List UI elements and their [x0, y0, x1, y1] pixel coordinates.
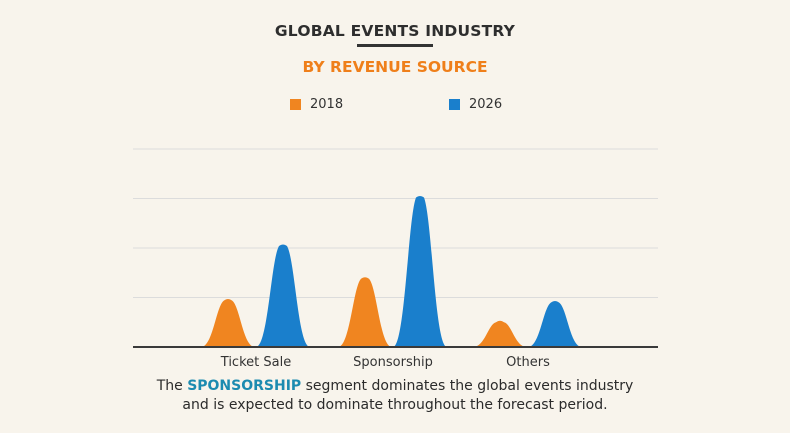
legend-label-2018: 2018 [310, 97, 344, 112]
legend-label-2026: 2026 [469, 97, 503, 112]
chart-subtitle: BY REVENUE SOURCE [302, 58, 488, 76]
peak-2026-sponsorship [393, 196, 447, 347]
caption-highlight: SPONSORSHIP [187, 378, 302, 394]
chart-title: GLOBAL EVENTS INDUSTRY [274, 22, 516, 40]
caption-line2: and is expected to dominate throughout t… [182, 397, 608, 413]
peak-2018-ticket-sale [201, 298, 255, 347]
legend-swatch-2018 [290, 99, 301, 110]
caption-prefix: The [156, 378, 188, 394]
x-tick-label: Others [506, 355, 550, 370]
caption-suffix: segment dominates the global events indu… [301, 378, 634, 394]
legend-item-2026: 2026 [449, 97, 502, 112]
peak-2018-sponsorship [338, 277, 392, 347]
x-tick-label: Ticket Sale [220, 355, 291, 370]
legend-item-2018: 2018 [290, 97, 343, 112]
peak-2026-others [528, 300, 582, 347]
peak-2018-others [473, 320, 527, 347]
chart-caption: The SPONSORSHIP segment dominates the gl… [0, 377, 790, 415]
title-underline [357, 44, 433, 47]
x-tick-label: Sponsorship [353, 355, 433, 370]
legend-swatch-2026 [449, 99, 460, 110]
peak-2026-ticket-sale [256, 244, 310, 347]
